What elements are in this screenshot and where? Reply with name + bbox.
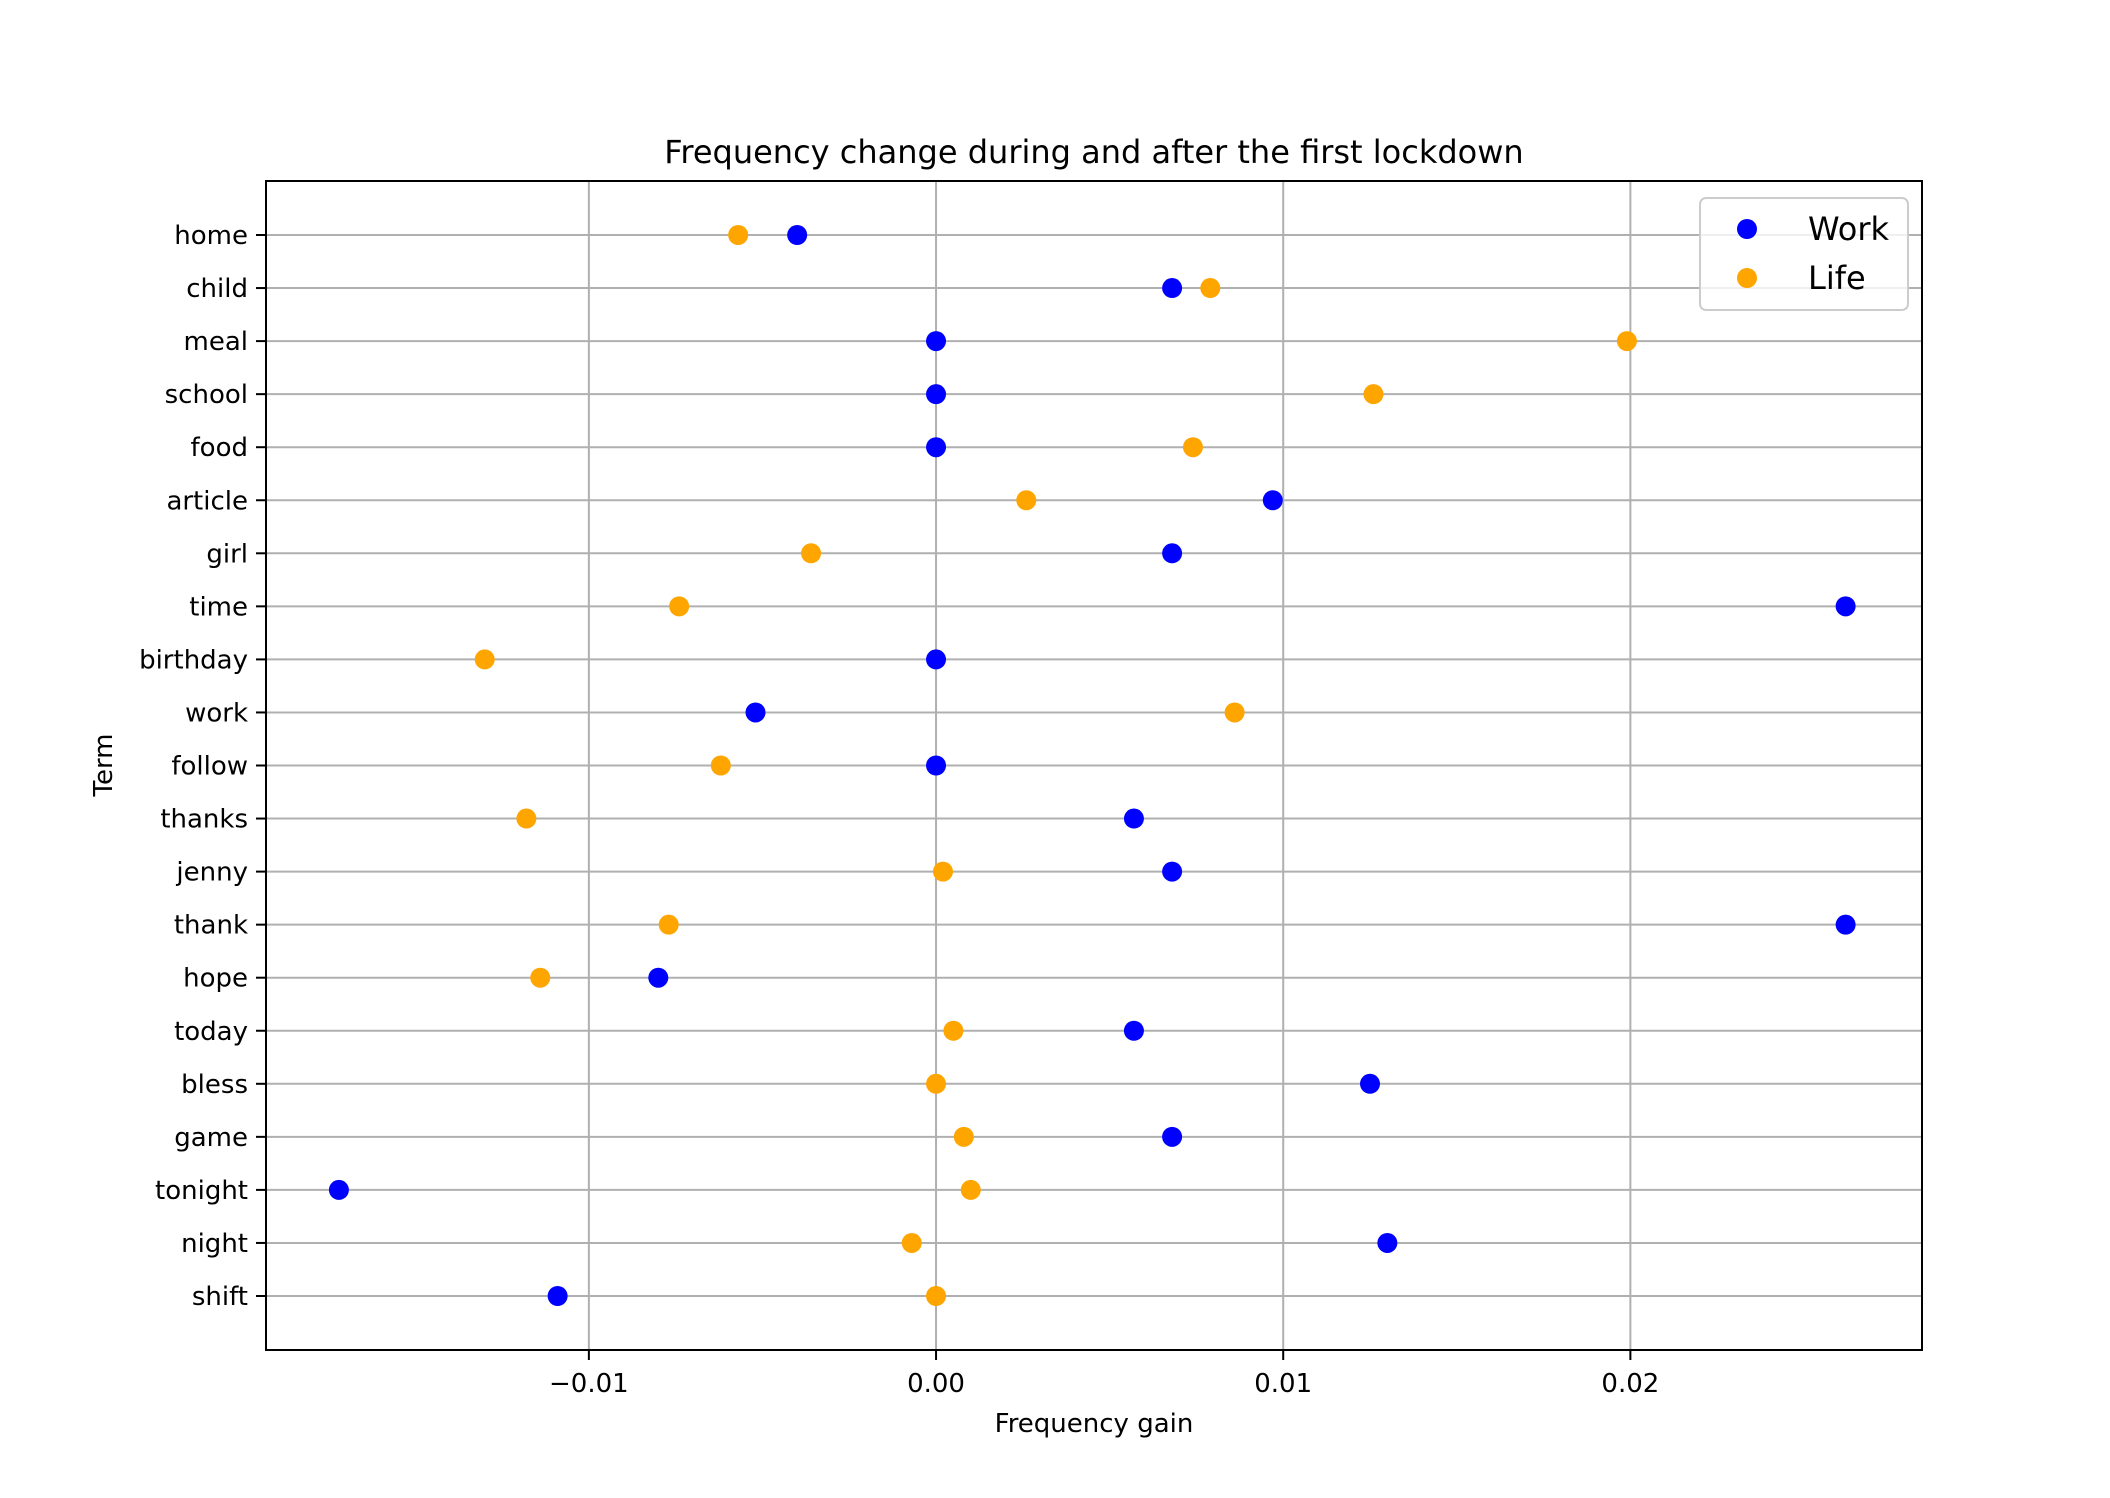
y-tick-label-tonight: tonight	[155, 1176, 248, 1206]
point-life-school	[1363, 384, 1384, 405]
point-work-work	[745, 702, 766, 723]
point-work-follow	[926, 755, 947, 776]
y-tick-label-bless: bless	[181, 1070, 248, 1100]
point-work-birthday	[926, 649, 947, 670]
point-work-girl	[1162, 543, 1183, 564]
y-tick-label-hope: hope	[183, 964, 248, 994]
point-life-bless	[926, 1073, 947, 1094]
legend-label-work: Work	[1808, 210, 1890, 248]
legend-marker-work	[1737, 219, 1757, 239]
y-tick-label-school: school	[165, 380, 248, 410]
y-tick-label-article: article	[166, 486, 248, 516]
point-life-girl	[801, 543, 822, 564]
point-work-game	[1162, 1126, 1183, 1147]
x-tick-label: 0.00	[907, 1369, 965, 1399]
point-work-thanks	[1123, 808, 1144, 829]
point-life-article	[1016, 490, 1037, 511]
point-life-game	[953, 1126, 974, 1147]
point-work-article	[1262, 490, 1283, 511]
y-tick-label-food: food	[191, 433, 248, 463]
point-life-hope	[530, 967, 551, 988]
point-life-work	[1224, 702, 1245, 723]
point-work-meal	[926, 331, 947, 352]
y-tick-label-game: game	[174, 1123, 248, 1153]
y-tick-label-jenny: jenny	[175, 858, 248, 888]
point-life-today	[943, 1020, 964, 1041]
point-life-time	[669, 596, 690, 617]
point-work-tonight	[328, 1179, 349, 1200]
axis-ticks: −0.01 0.00 0.01 0.02 home child meal school food…	[139, 221, 1659, 1399]
point-work-time	[1835, 596, 1856, 617]
point-life-shift	[926, 1286, 947, 1306]
point-work-today	[1123, 1020, 1144, 1041]
point-work-night	[1377, 1232, 1398, 1253]
y-axis-label: Term	[89, 733, 119, 797]
y-tick-label-thank: thank	[174, 911, 248, 941]
chart-title: Frequency change during and after the fi…	[664, 133, 1523, 171]
y-tick-label-today: today	[174, 1017, 248, 1047]
point-life-child	[1200, 278, 1221, 299]
point-life-food	[1182, 437, 1203, 458]
point-work-thank	[1835, 914, 1856, 935]
y-tick-label-girl: girl	[206, 539, 248, 569]
point-work-shift	[547, 1286, 568, 1306]
point-life-home	[728, 225, 749, 245]
point-work-food	[926, 437, 947, 458]
x-tick-label: −0.01	[549, 1369, 629, 1399]
y-tick-label-time: time	[189, 592, 248, 622]
point-life-thanks	[516, 808, 537, 829]
grid-lines	[266, 181, 1922, 1350]
y-tick-label-follow: follow	[171, 752, 248, 782]
point-life-birthday	[474, 649, 495, 670]
legend-label-life: Life	[1808, 259, 1866, 297]
y-tick-label-work: work	[185, 698, 248, 728]
x-tick-label: 0.02	[1601, 1369, 1659, 1399]
y-tick-label-meal: meal	[184, 327, 248, 357]
y-tick-label-home: home	[174, 221, 248, 251]
point-life-follow	[710, 755, 731, 776]
point-life-meal	[1616, 331, 1637, 352]
y-tick-label-birthday: birthday	[139, 645, 248, 675]
point-life-jenny	[932, 861, 953, 882]
legend-marker-life	[1737, 268, 1757, 288]
y-tick-label-night: night	[181, 1229, 248, 1259]
y-tick-label-child: child	[186, 274, 248, 304]
point-work-child	[1162, 278, 1183, 299]
point-work-bless	[1360, 1073, 1380, 1094]
point-life-night	[901, 1232, 922, 1253]
point-life-thank	[658, 914, 679, 935]
point-work-jenny	[1162, 861, 1183, 882]
point-work-hope	[648, 967, 669, 988]
y-tick-label-thanks: thanks	[160, 805, 248, 835]
data-points	[328, 225, 1856, 1306]
legend: Work Life	[1699, 197, 1909, 311]
y-tick-label-shift: shift	[192, 1282, 248, 1312]
point-life-tonight	[960, 1179, 981, 1200]
x-axis-label: Frequency gain	[995, 1409, 1194, 1439]
point-work-school	[926, 384, 947, 405]
point-work-home	[787, 225, 808, 245]
x-tick-label: 0.01	[1254, 1369, 1312, 1399]
